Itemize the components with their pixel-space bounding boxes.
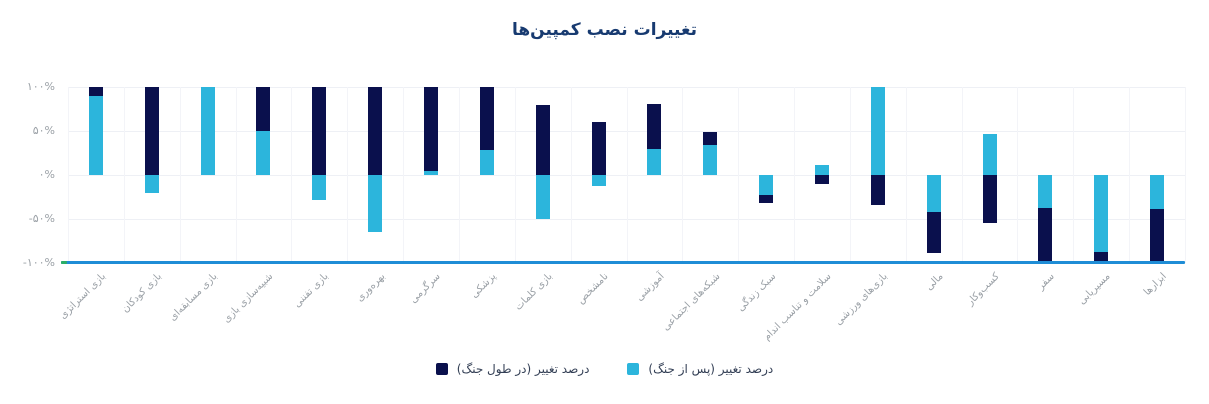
bar-segment-during[interactable] [982, 175, 997, 224]
x-axis-label-text: سرگرمی [408, 271, 443, 306]
bar-segment-after[interactable] [814, 165, 829, 175]
bar-segment-during[interactable] [535, 104, 550, 175]
legend-label-during: درصد تغییر (در طول جنگ) [456, 362, 590, 376]
x-axis-label-text: سبک زندگی [735, 271, 778, 314]
bar-segment-after[interactable] [200, 87, 215, 175]
bar-segment-during[interactable] [591, 122, 606, 175]
gridline-v [794, 87, 796, 263]
bar-segment-during[interactable] [759, 195, 774, 204]
legend-swatch-after [627, 363, 640, 375]
bar-segment-during[interactable] [870, 175, 885, 205]
x-axis-label-text: شبیه‌سازی بازی [221, 271, 276, 326]
gridline-v [1017, 87, 1019, 263]
x-axis-label-text: بازی استراتژی [57, 271, 108, 322]
gridline-v [682, 87, 684, 263]
bar-segment-after[interactable] [759, 175, 774, 196]
bar-segment-during[interactable] [926, 211, 941, 254]
gridline-v [905, 87, 907, 263]
bar-segment-after[interactable] [870, 87, 885, 175]
gridline-v [1129, 87, 1131, 263]
bar-segment-during[interactable] [424, 87, 439, 171]
legend-label-after: درصد تغییر (پس از جنگ) [648, 362, 774, 376]
x-axis-label-text: بازی مسابقه‌ای [167, 271, 220, 324]
bar-segment-after[interactable] [1150, 175, 1165, 210]
gridline-v [1185, 87, 1186, 263]
bar-segment-during[interactable] [312, 87, 327, 175]
x-axis-label-text: بهره‌وری [353, 271, 387, 304]
x-axis-label-text: مالی [923, 271, 946, 293]
gridline-v [514, 87, 516, 263]
x-axis-label-text: بازی کلمات [512, 271, 555, 313]
x-axis-baseline-tip [61, 261, 67, 264]
gridline-v [347, 87, 349, 263]
bar-segment-after[interactable] [926, 175, 941, 212]
bar-segment-after[interactable] [479, 150, 494, 175]
plot-area: بازی استراتژی بازی کودکان بازی مسابقه‌ای شب… [57, 87, 1186, 343]
x-axis-label-text: شبکه‌های اجتماعی [660, 271, 723, 334]
x-axis-label-text: سفر [1035, 271, 1058, 293]
gridline-v [291, 87, 293, 263]
y-axis-tick-label: ۰% [38, 168, 55, 181]
bar-segment-during[interactable] [88, 87, 103, 96]
legend: درصد تغییر (در طول جنگ) درصد تغییر (پس ا… [0, 358, 1209, 380]
gridline-v [738, 87, 740, 263]
gridline-v [68, 87, 69, 263]
gridline-v [403, 87, 405, 263]
bar-segment-after[interactable] [256, 131, 271, 175]
bar-segment-during[interactable] [144, 87, 159, 175]
legend-item-during[interactable]: درصد تغییر (در طول جنگ) [435, 362, 590, 376]
y-axis-tick-label: -۱۰۰% [22, 256, 55, 269]
gridline-v [458, 87, 460, 263]
gridline-v [123, 87, 125, 263]
gridline-v [179, 87, 181, 263]
x-axis-label-text: نامشخص [575, 271, 611, 307]
gridline-v [235, 87, 237, 263]
bar-segment-during[interactable] [1038, 208, 1053, 263]
bar-segment-during[interactable] [1094, 251, 1109, 263]
bar-segment-during[interactable] [368, 87, 383, 175]
bar-segment-after[interactable] [1038, 175, 1053, 209]
bar-segment-after[interactable] [1094, 175, 1109, 252]
bar-segment-after[interactable] [368, 175, 383, 233]
x-axis-label-text: ابزارها [1141, 271, 1169, 298]
bar-segment-during[interactable] [647, 103, 662, 149]
bar-segment-during[interactable] [256, 87, 271, 131]
x-axis-label-text: بازی‌های ورزشی [833, 271, 890, 328]
bar-segment-after[interactable] [982, 133, 997, 175]
x-axis-label-text: بازی کودکان [119, 271, 164, 315]
gridline-v [1073, 87, 1075, 263]
y-axis-tick-label: -۵۰% [28, 212, 55, 225]
bar-segment-after[interactable] [647, 148, 662, 175]
gridline-v [626, 87, 628, 263]
bar-segment-after[interactable] [424, 170, 439, 175]
x-axis-label-text: آموزشی [633, 271, 667, 304]
chart-title: تغییرات نصب کمپین‌ها [512, 20, 697, 40]
bar-segment-during[interactable] [1150, 209, 1165, 263]
legend-swatch-during [435, 363, 448, 375]
bar-segment-during[interactable] [703, 131, 718, 146]
bar-segment-during[interactable] [814, 175, 829, 184]
bar-segment-after[interactable] [591, 175, 606, 187]
y-axis-tick-label: ۱۰۰% [26, 80, 55, 93]
gridline-v [570, 87, 572, 263]
x-axis-label-text: مسیریابی [1077, 271, 1113, 307]
y-axis-tick-label: ۵۰% [32, 124, 55, 137]
gridline-v [849, 87, 851, 263]
bar-segment-after[interactable] [312, 175, 327, 200]
legend-item-after[interactable]: درصد تغییر (پس از جنگ) [627, 362, 773, 376]
x-axis-baseline [61, 261, 1185, 264]
x-axis-label-text: کسب‌وکار [964, 271, 1002, 308]
bar-segment-after[interactable] [535, 175, 550, 219]
bar-segment-during[interactable] [479, 87, 494, 151]
gridline-v [961, 87, 963, 263]
x-axis-label-text: پزشکی [469, 271, 499, 301]
bar-segment-after[interactable] [703, 145, 718, 175]
x-axis-label-text: بازی تفننی [292, 271, 332, 310]
bar-segment-after[interactable] [144, 175, 159, 193]
bar-segment-after[interactable] [88, 95, 103, 175]
